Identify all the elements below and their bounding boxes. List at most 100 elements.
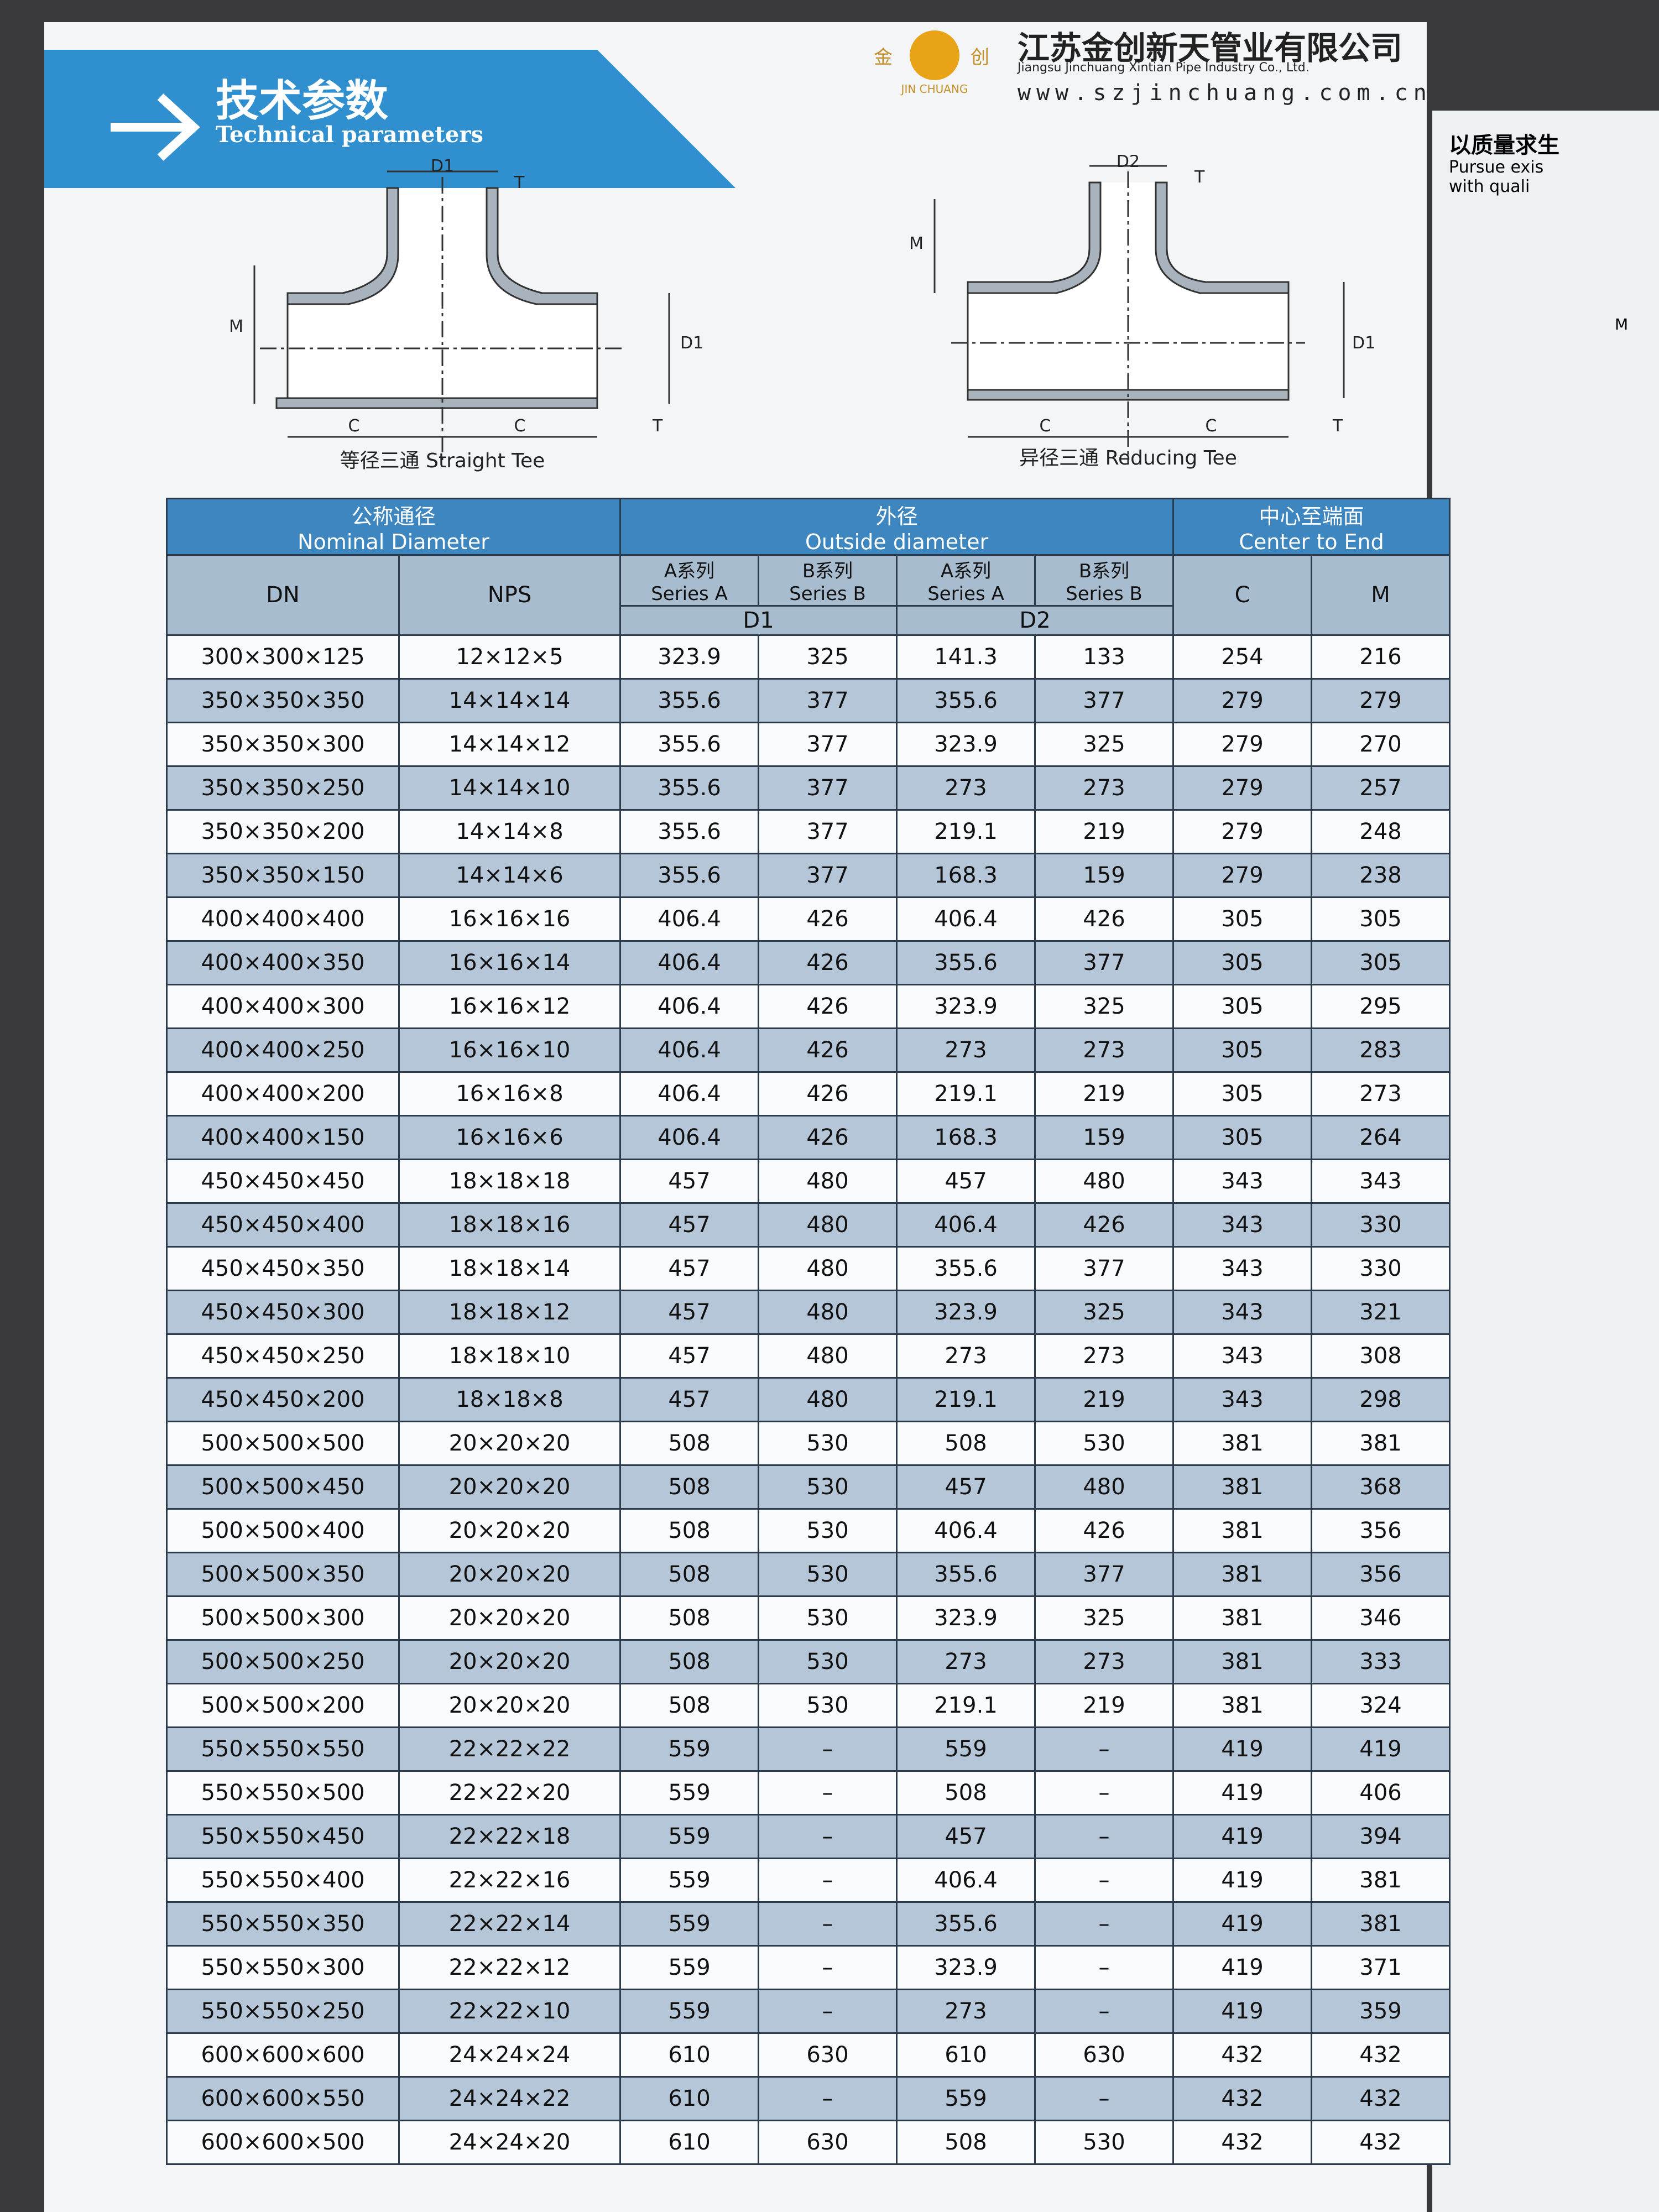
website: www.szjinchuang.com.cn <box>1018 80 1432 106</box>
table-row: 350×350×300 14×14×12 355.6 377 323.9 325 279 27… <box>166 722 1451 767</box>
table-cell: 432 <box>1172 2076 1313 2121</box>
table-cell: 305 <box>1172 1027 1313 1073</box>
table-cell: 323.9 <box>896 984 1036 1029</box>
table-cell: 559 <box>619 1945 760 1990</box>
table-cell: 219.1 <box>896 1683 1036 1728</box>
table-row: 500×500×250 20×20×20 508 530 273 273 381 333 <box>166 1639 1451 1684</box>
table-cell: – <box>1034 1726 1175 1772</box>
table-cell: 355.6 <box>619 853 760 898</box>
table-cell: 300×300×125 <box>166 634 400 680</box>
table-cell: 270 <box>1311 722 1451 767</box>
table-cell: 333 <box>1311 1639 1451 1684</box>
table-cell: 359 <box>1311 1989 1451 2034</box>
table-cell: – <box>758 1901 898 1947</box>
table-cell: 530 <box>758 1508 898 1553</box>
table-cell: – <box>1034 1901 1175 1947</box>
slogan: 以质量求生 <box>1449 133 1559 158</box>
parameter-table: 公称通径 Nominal Diameter 外径 Outside diameter … <box>165 498 1451 2165</box>
table-cell: 325 <box>1034 1595 1175 1641</box>
table-cell: 20×20×20 <box>398 1421 622 1466</box>
table-cell: 377 <box>1034 1246 1175 1291</box>
table-cell: 457 <box>619 1290 760 1335</box>
table-cell: 381 <box>1311 1421 1451 1466</box>
header-cell: B系列 Series B <box>758 554 898 607</box>
header-cell: DN <box>166 554 400 636</box>
table-cell: 305 <box>1172 1071 1313 1117</box>
table-cell: 610 <box>619 2032 760 2078</box>
table-cell: – <box>1034 1989 1175 2034</box>
table-cell: 133 <box>1034 634 1175 680</box>
table-cell: 530 <box>758 1552 898 1597</box>
dim-label: T <box>1332 416 1343 436</box>
table-cell: 377 <box>758 765 898 811</box>
table-cell: 406.4 <box>896 896 1036 942</box>
dim-label: C <box>1206 416 1217 436</box>
table-cell: 377 <box>758 722 898 767</box>
table-row: 550×550×550 22×22×22 559–559–419 419 <box>166 1726 1451 1772</box>
table-cell: 308 <box>1311 1333 1451 1379</box>
table-cell: 343 <box>1172 1290 1313 1335</box>
table-cell: 508 <box>896 2120 1036 2165</box>
table-cell: 508 <box>619 1683 760 1728</box>
header-cell: NPS <box>398 554 622 636</box>
table-cell: 530 <box>1034 1421 1175 1466</box>
table-cell: 426 <box>758 1115 898 1160</box>
table-row: 600×600×500 24×24×20 610 630 508 530 432 432 <box>166 2120 1451 2165</box>
table-cell: 18×18×14 <box>398 1246 622 1291</box>
table-cell: 22×22×20 <box>398 1770 622 1815</box>
table-cell: 381 <box>1311 1858 1451 1903</box>
header-en: Center to End <box>1239 530 1384 554</box>
table-cell: – <box>758 1814 898 1859</box>
table-cell: 22×22×22 <box>398 1726 622 1772</box>
series: Series A <box>651 583 728 605</box>
table-cell: 377 <box>758 809 898 854</box>
table-cell: 610 <box>619 2120 760 2165</box>
table-cell: 600×600×500 <box>166 2120 400 2165</box>
table-cell: 500×500×400 <box>166 1508 400 1553</box>
table-cell: 559 <box>619 1814 760 1859</box>
table-cell: 480 <box>758 1333 898 1379</box>
table-cell: 426 <box>758 984 898 1029</box>
table-cell: 323.9 <box>896 1945 1036 1990</box>
table-cell: 508 <box>619 1595 760 1641</box>
table-cell: 457 <box>619 1333 760 1379</box>
table-cell: 450×450×250 <box>166 1333 400 1379</box>
table-cell: 610 <box>896 2032 1036 2078</box>
table-cell: 406.4 <box>619 1071 760 1117</box>
table-cell: 350×350×350 <box>166 678 400 723</box>
table-cell: 600×600×550 <box>166 2076 400 2121</box>
dim-label: D1 <box>431 156 454 176</box>
table-cell: 630 <box>758 2032 898 2078</box>
table-cell: 141.3 <box>896 634 1036 680</box>
table-row: 600×600×550 24×24×22 610–559–432 432 <box>166 2076 1451 2121</box>
table-cell: 14×14×10 <box>398 765 622 811</box>
table-cell: 508 <box>619 1508 760 1553</box>
table-cell: 500×500×200 <box>166 1683 400 1728</box>
table-cell: 457 <box>619 1159 760 1204</box>
table-cell: 343 <box>1311 1159 1451 1204</box>
table-cell: 219 <box>1034 1377 1175 1422</box>
table-cell: 406.4 <box>896 1858 1036 1903</box>
dim-label: C <box>1040 416 1051 436</box>
table-cell: 610 <box>619 2076 760 2121</box>
table-cell: 219.1 <box>896 1071 1036 1117</box>
table-cell: 356 <box>1311 1552 1451 1597</box>
header-cell: C <box>1172 554 1313 636</box>
table-row: 550×550×500 22×22×20 559–508–419 406 <box>166 1770 1451 1815</box>
table-cell: 273 <box>1034 1333 1175 1379</box>
table-cell: 432 <box>1172 2120 1313 2165</box>
table-cell: 14×14×8 <box>398 809 622 854</box>
table-cell: 14×14×14 <box>398 678 622 723</box>
table-cell: 325 <box>1034 1290 1175 1335</box>
reducing-tee <box>933 165 1345 465</box>
table-cell: 530 <box>758 1639 898 1684</box>
table-cell: 355.6 <box>896 1901 1036 1947</box>
table-cell: 381 <box>1311 1901 1451 1947</box>
table-cell: 530 <box>758 1595 898 1641</box>
table-cell: 22×22×16 <box>398 1858 622 1903</box>
table-cell: 305 <box>1172 940 1313 985</box>
table-cell: 500×500×250 <box>166 1639 400 1684</box>
table-cell: 219 <box>1034 1683 1175 1728</box>
table-cell: 273 <box>896 765 1036 811</box>
table-cell: 381 <box>1172 1552 1313 1597</box>
